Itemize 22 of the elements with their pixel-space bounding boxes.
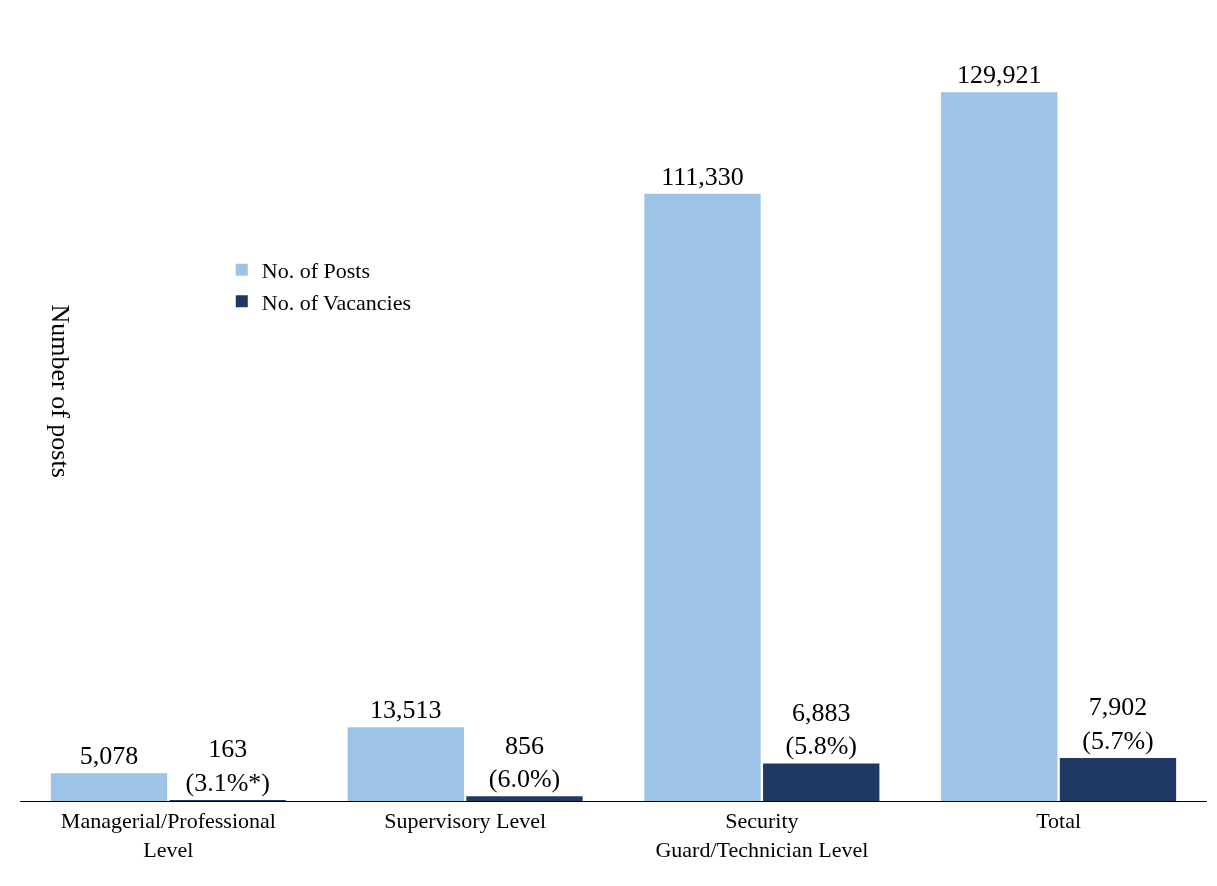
x-tick-label: Total — [1036, 808, 1082, 834]
data-label: 5,078 — [79, 741, 139, 771]
x-tick-label: Security Guard/Technician Level — [655, 808, 869, 862]
bar — [1059, 757, 1177, 801]
legend-label: No. of Vacancies — [261, 289, 412, 315]
data-label: 7,902 (5.7%) — [1082, 692, 1154, 755]
data-label: 129,921 — [957, 60, 1042, 90]
data-label: 163 (3.1%*) — [185, 734, 270, 797]
bar — [347, 727, 464, 801]
data-label: 6,883 (5.8%) — [785, 697, 857, 761]
x-tick-label: Supervisory Level — [384, 808, 547, 834]
legend-label: No. of Posts — [261, 258, 370, 284]
data-label: 13,513 — [370, 695, 442, 725]
bar — [50, 773, 168, 801]
bar — [941, 92, 1058, 801]
data-label: 111,330 — [661, 161, 744, 191]
x-tick-label: Managerial/Professional Level — [60, 808, 276, 862]
y-axis-title: Number of posts — [45, 304, 75, 478]
bar — [763, 763, 880, 801]
data-label: 856 (6.0%) — [488, 730, 561, 794]
bar — [466, 796, 583, 801]
bar — [644, 193, 761, 801]
